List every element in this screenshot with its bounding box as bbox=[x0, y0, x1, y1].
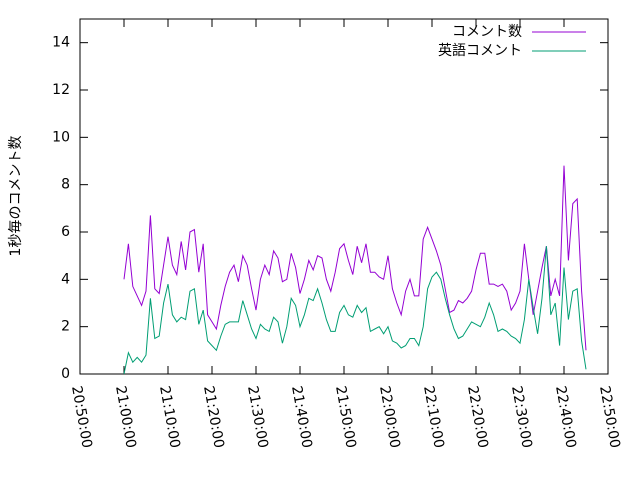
series-line bbox=[123, 165, 587, 351]
y-axis-label: 1秒毎のコメント数 bbox=[8, 136, 24, 257]
x-tick-label: 20:50:00 bbox=[68, 385, 95, 450]
y-tick-label: 10 bbox=[52, 129, 70, 145]
x-tick-label: 22:50:00 bbox=[596, 385, 623, 450]
x-tick-label: 22:10:00 bbox=[420, 385, 447, 450]
x-tick-label: 21:10:00 bbox=[156, 385, 183, 450]
x-tick-label: 22:00:00 bbox=[376, 385, 403, 450]
y-tick-label: 8 bbox=[61, 177, 70, 193]
y-tick-label: 14 bbox=[52, 35, 70, 51]
x-tick-label: 21:20:00 bbox=[200, 385, 227, 450]
x-tick-label: 22:30:00 bbox=[508, 385, 535, 450]
plot-border bbox=[79, 18, 609, 375]
x-tick-label: 22:40:00 bbox=[552, 385, 579, 450]
x-tick-label: 21:50:00 bbox=[332, 385, 359, 450]
series-line bbox=[123, 246, 587, 375]
x-tick-label: 21:00:00 bbox=[112, 385, 139, 450]
x-tick-label: 21:30:00 bbox=[244, 385, 271, 450]
y-tick-label: 12 bbox=[52, 82, 70, 98]
y-tick-label: 6 bbox=[61, 224, 70, 240]
y-tick-label: 2 bbox=[61, 319, 70, 335]
y-tick-label: 0 bbox=[61, 366, 70, 382]
x-tick-label: 21:40:00 bbox=[288, 385, 315, 450]
legend-label: 英語コメント bbox=[438, 42, 522, 59]
legend-label: コメント数 bbox=[452, 24, 522, 40]
y-tick-label: 4 bbox=[61, 271, 70, 287]
x-tick-label: 22:20:00 bbox=[464, 385, 491, 450]
